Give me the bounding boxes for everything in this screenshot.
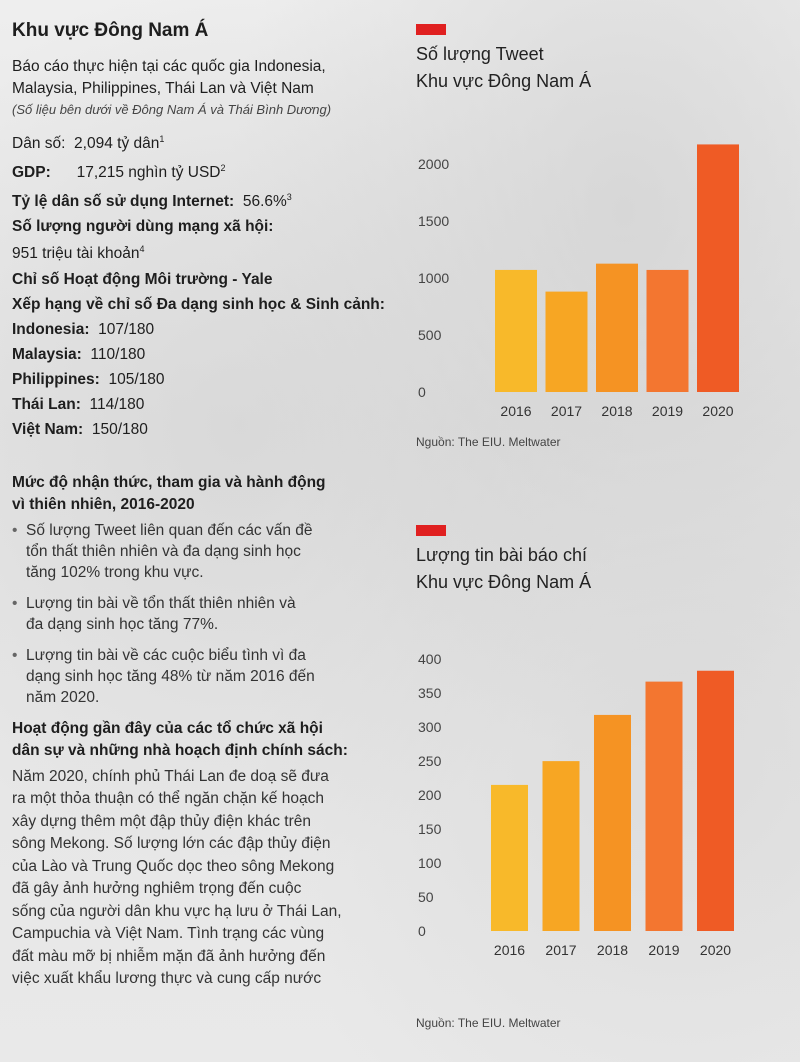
y-tick-label: 1000 xyxy=(418,270,449,286)
y-tick-label: 100 xyxy=(418,855,442,871)
yale-index-title: Chỉ số Hoạt động Môi trường - Yale xyxy=(12,270,273,288)
stat-social-label: Số lượng người dùng mạng xã hội: xyxy=(12,218,274,236)
x-tick-label: 2018 xyxy=(597,942,628,958)
list-item: Lượng tin bài về các cuộc biểu tình vì đ… xyxy=(12,645,404,708)
awareness-heading: Mức độ nhận thức, tham gia và hành động … xyxy=(12,473,326,513)
ranking-row: Thái Lan: 114/180 xyxy=(12,395,145,413)
bar-2020 xyxy=(697,670,734,931)
x-tick-label: 2016 xyxy=(494,942,525,958)
bar-2019 xyxy=(645,681,683,931)
press-chart-panel: Lượng tin bài báo chí Khu vực Đông Nam Á… xyxy=(416,525,796,1030)
bar-2016 xyxy=(491,784,528,931)
y-tick-label: 1500 xyxy=(418,213,449,229)
y-tick-label: 150 xyxy=(418,821,442,837)
y-tick-label: 0 xyxy=(418,384,426,400)
chart-source: Nguồn: The EIU. Meltwater xyxy=(416,435,561,449)
bar-2018 xyxy=(594,714,631,931)
press-chart: 0 50 100 150 200 250 300 350 400 2016 2017 2018 2019… xyxy=(418,651,734,958)
x-tick-label: 2017 xyxy=(545,942,576,958)
chart-source: Nguồn: The EIU. Meltwater xyxy=(416,1016,561,1030)
bar-2017 xyxy=(545,291,588,392)
bar-2019 xyxy=(646,269,689,392)
stat-population: Dân số: 2,094 tỷ dân1 xyxy=(12,134,165,153)
red-marker xyxy=(416,24,446,35)
chart-title: Số lượng Tweet Khu vực Đông Nam Á xyxy=(416,44,592,91)
x-tick-label: 2020 xyxy=(700,942,731,958)
ranking-row: Việt Nam: 150/180 xyxy=(12,420,148,438)
civil-society-paragraph: Năm 2020, chính phủ Thái Lan đe doạ sẽ đ… xyxy=(12,767,342,988)
chart-title: Lượng tin bài báo chí Khu vực Đông Nam Á xyxy=(416,545,592,592)
y-tick-label: 0 xyxy=(418,923,426,939)
yale-ranking-title: Xếp hạng về chỉ số Đa dạng sinh học & Si… xyxy=(12,295,385,313)
y-tick-label: 300 xyxy=(418,719,442,735)
ranking-row: Malaysia: 110/180 xyxy=(12,345,146,363)
bar-2020 xyxy=(697,144,739,392)
y-tick-label: 250 xyxy=(418,753,442,769)
y-tick-label: 200 xyxy=(418,787,442,803)
x-tick-label: 2019 xyxy=(648,942,679,958)
stat-gdp: GDP: 17,215 nghìn tỷ USD2 xyxy=(12,163,226,182)
ranking-list: Indonesia: 107/180 Malaysia: 110/180 Phi… xyxy=(12,317,404,442)
x-tick-label: 2018 xyxy=(601,403,632,419)
civil-society-heading: Hoạt động gần đây của các tổ chức xã hội… xyxy=(12,719,348,759)
x-tick-label: 2016 xyxy=(500,403,531,419)
ranking-row: Philippines: 105/180 xyxy=(12,370,165,388)
bar-2018 xyxy=(596,263,638,392)
stat-social-value: 951 triệu tài khoản4 xyxy=(12,244,145,263)
list-item: Lượng tin bài về tổn thất thiên nhiên và… xyxy=(12,593,404,635)
bar-2016 xyxy=(495,269,537,392)
list-item: Số lượng Tweet liên quan đến các vấn đềt… xyxy=(12,520,404,583)
x-tick-label: 2017 xyxy=(551,403,582,419)
y-tick-label: 500 xyxy=(418,327,442,343)
y-tick-label: 2000 xyxy=(418,156,449,172)
red-marker xyxy=(416,525,446,536)
x-tick-label: 2020 xyxy=(702,403,733,419)
intro-text: Báo cáo thực hiện tại các quốc gia Indon… xyxy=(12,58,326,97)
bar-2017 xyxy=(542,761,580,931)
y-tick-label: 400 xyxy=(418,651,442,667)
intro-note: (Số liệu bên dưới về Đông Nam Á và Thái … xyxy=(12,102,332,117)
awareness-bullets: Số lượng Tweet liên quan đến các vấn đềt… xyxy=(12,520,404,708)
page-title: Khu vực Đông Nam Á xyxy=(12,20,209,41)
y-tick-label: 350 xyxy=(418,685,442,701)
tweet-chart-panel: Số lượng Tweet Khu vực Đông Nam Á 0 500 10… xyxy=(416,24,796,449)
info-column: Khu vực Đông Nam Á Báo cáo thực hiện tại… xyxy=(12,20,404,991)
stat-internet: Tỷ lệ dân số sử dụng Internet: 56.6%3 xyxy=(12,192,292,211)
y-tick-label: 50 xyxy=(418,889,434,905)
x-tick-label: 2019 xyxy=(652,403,683,419)
tweet-chart: 0 500 1000 1500 2000 2016 2017 2018 2019 2020 xyxy=(418,144,739,419)
ranking-row: Indonesia: 107/180 xyxy=(12,320,155,338)
